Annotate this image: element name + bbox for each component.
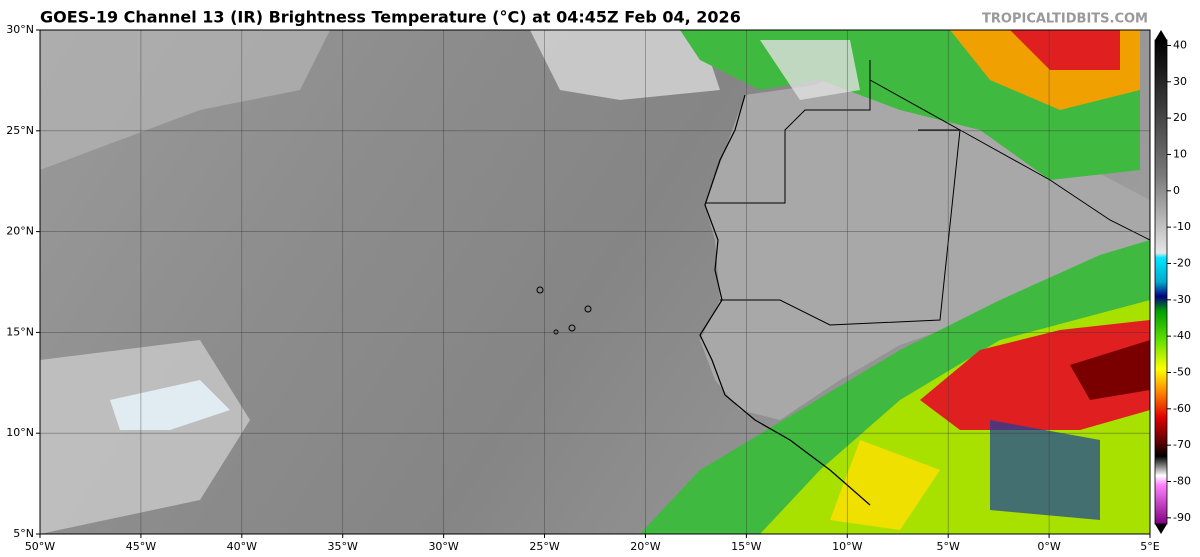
colorbar-tick-label: 20 [1173,111,1187,124]
lon-tick-label: 50°W [25,540,55,553]
colorbar-tick-label: -10 [1173,220,1191,233]
colorbar-tick-label: 40 [1173,38,1187,51]
colorbar-tick-label: -20 [1173,256,1191,269]
lon-tick-label: 5°W [936,540,959,553]
lat-tick-label: 30°N [6,23,34,36]
colorbar-ticks: 40 30 20 10 0 -10 -20 -30 -40 -50 -60 -70 -80 -90 [1167,38,1191,524]
lon-tick-label: 15°W [731,540,761,553]
colorbar-tick-label: -60 [1173,402,1191,415]
colorbar-tick-label: -30 [1173,293,1191,306]
colorbar-tick-label: 0 [1173,184,1180,197]
lon-tick-label: 5°E [1140,540,1159,553]
lon-tick-label: 40°W [227,540,257,553]
lon-tick-label: 25°W [529,540,559,553]
colorbar-tick-label: -70 [1173,438,1191,451]
colorbar-tick-label: -50 [1173,365,1191,378]
colorbar-tick-label: 10 [1173,147,1187,160]
map-frame [39,29,1151,535]
lon-tick-label: 0°W [1037,540,1060,553]
colorbar-tick-label: -80 [1173,474,1191,487]
colorbar [1154,39,1168,525]
lat-tick-label: 25°N [6,124,34,137]
lat-tick-label: 20°N [6,225,34,238]
title: GOES-19 Channel 13 (IR) Brightness Tempe… [40,8,741,27]
colorbar-tick-label: -40 [1173,329,1191,342]
colorbar-tick-label: -90 [1173,511,1191,524]
watermark: TROPICALTIDBITS.COM [982,12,1148,27]
lon-tick-label: 10°W [832,540,862,553]
colorbar-tick-label: 30 [1173,75,1187,88]
lat-tick-label: 10°N [6,426,34,439]
lon-tick-label: 45°W [126,540,156,553]
lon-tick-label: 20°W [630,540,660,553]
lon-tick-label: 30°W [428,540,458,553]
lat-tick-label: 5°N [13,527,34,540]
satellite-image [40,30,1150,534]
lon-tick-label: 35°W [328,540,358,553]
lat-tick-label: 15°N [6,325,34,338]
